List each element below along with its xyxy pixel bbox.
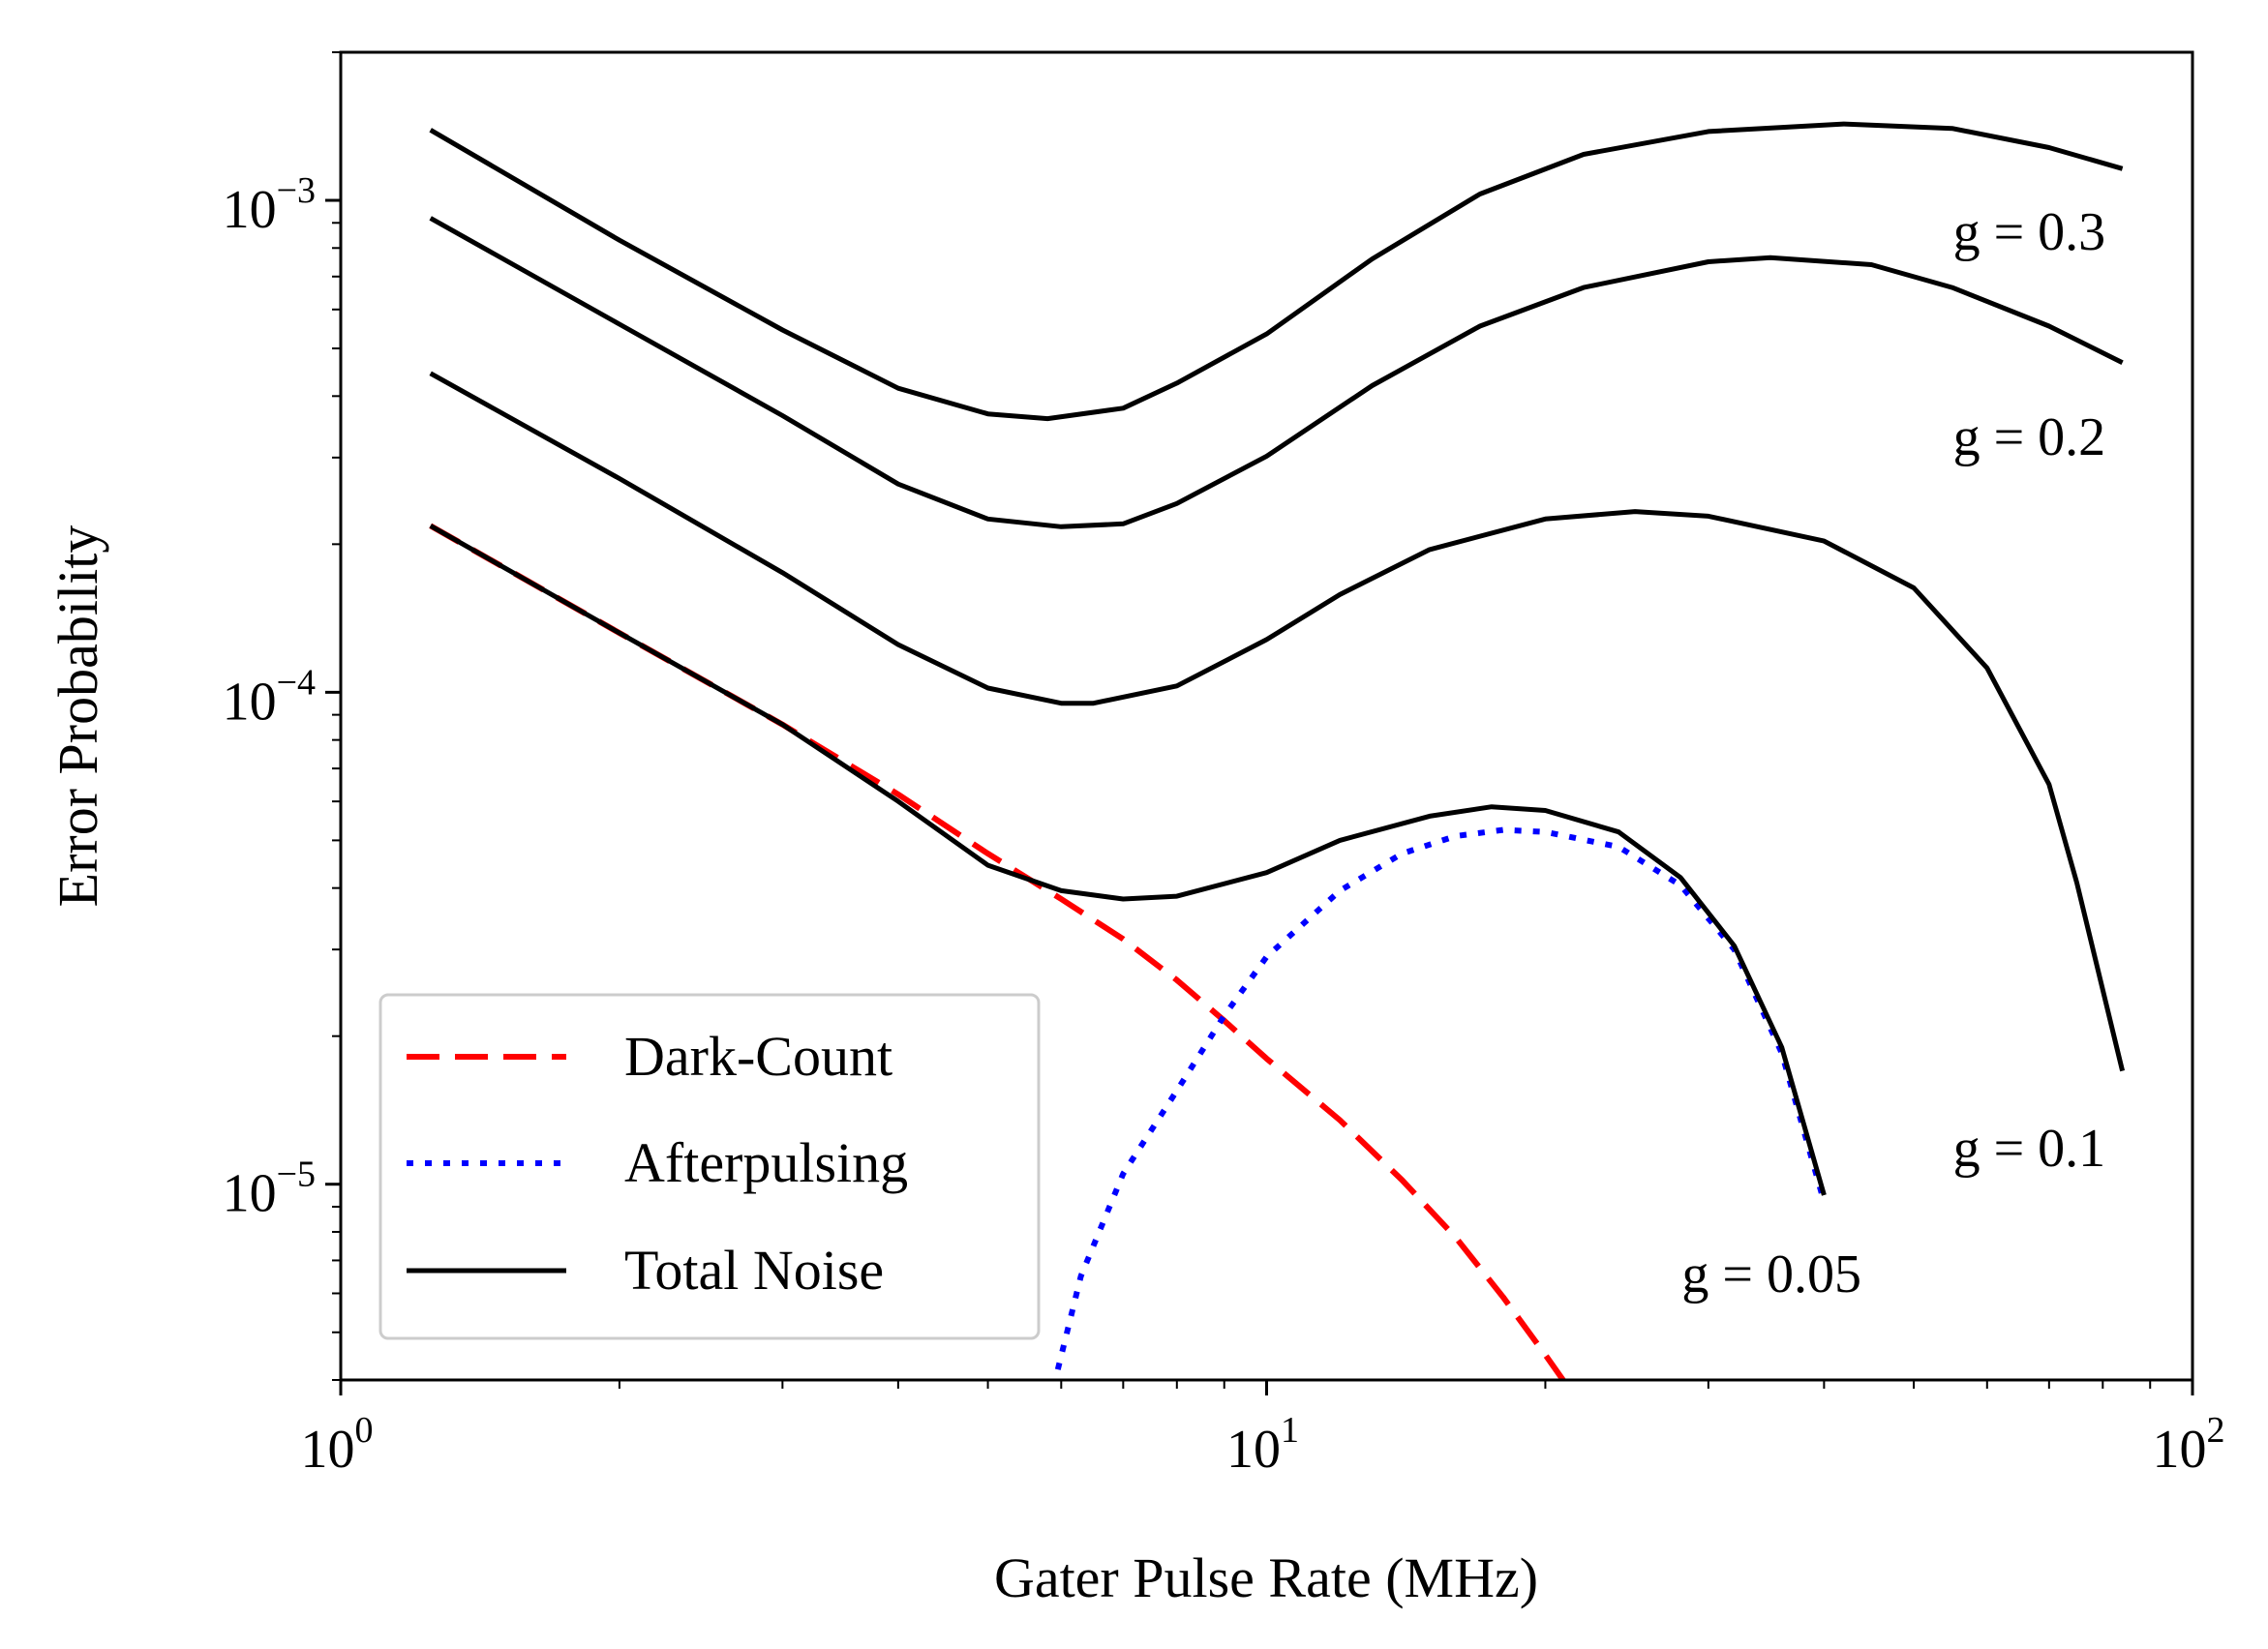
series-line-g03 bbox=[429, 121, 2124, 422]
series-line-total bbox=[429, 524, 1827, 1196]
annotations-layer: g = 0.3 g = 0.2 g = 0.1 g = 0.05 bbox=[1681, 202, 2105, 1304]
y-axis-label: Error Probability bbox=[46, 525, 109, 908]
ticks-layer: 100 101 102 10−5 10−4 10−3 bbox=[223, 51, 2225, 1480]
series-line-g02 bbox=[429, 216, 2124, 529]
x-tick-label: 102 bbox=[2153, 1410, 2225, 1480]
y-tick-label: 10−5 bbox=[223, 1154, 316, 1224]
legend-box bbox=[378, 993, 1041, 1340]
series-layer bbox=[429, 121, 2126, 1380]
y-tick-label: 10−3 bbox=[223, 170, 316, 240]
x-tick-label: 101 bbox=[1226, 1410, 1299, 1480]
x-axis-label: Gater Pulse Rate (MHz) bbox=[994, 1546, 1538, 1609]
y-tick-label: 10−4 bbox=[223, 662, 316, 732]
curve-annotation-g03: g = 0.3 bbox=[1953, 202, 2106, 262]
x-tick-label: 100 bbox=[301, 1410, 374, 1480]
series-line-g01 bbox=[429, 371, 2126, 1072]
legend-label-total: Total Noise bbox=[624, 1239, 884, 1302]
legend-label-dark: Dark-Count bbox=[624, 1025, 892, 1088]
curve-annotation-total: g = 0.05 bbox=[1681, 1244, 1861, 1304]
curve-annotation-g02: g = 0.2 bbox=[1953, 407, 2106, 467]
curve-annotation-g01: g = 0.1 bbox=[1953, 1119, 2106, 1179]
series-line-after bbox=[1054, 826, 1828, 1370]
legend: Dark-Count Afterpulsing Total Noise bbox=[378, 993, 1041, 1340]
legend-label-after: Afterpulsing bbox=[624, 1131, 908, 1194]
